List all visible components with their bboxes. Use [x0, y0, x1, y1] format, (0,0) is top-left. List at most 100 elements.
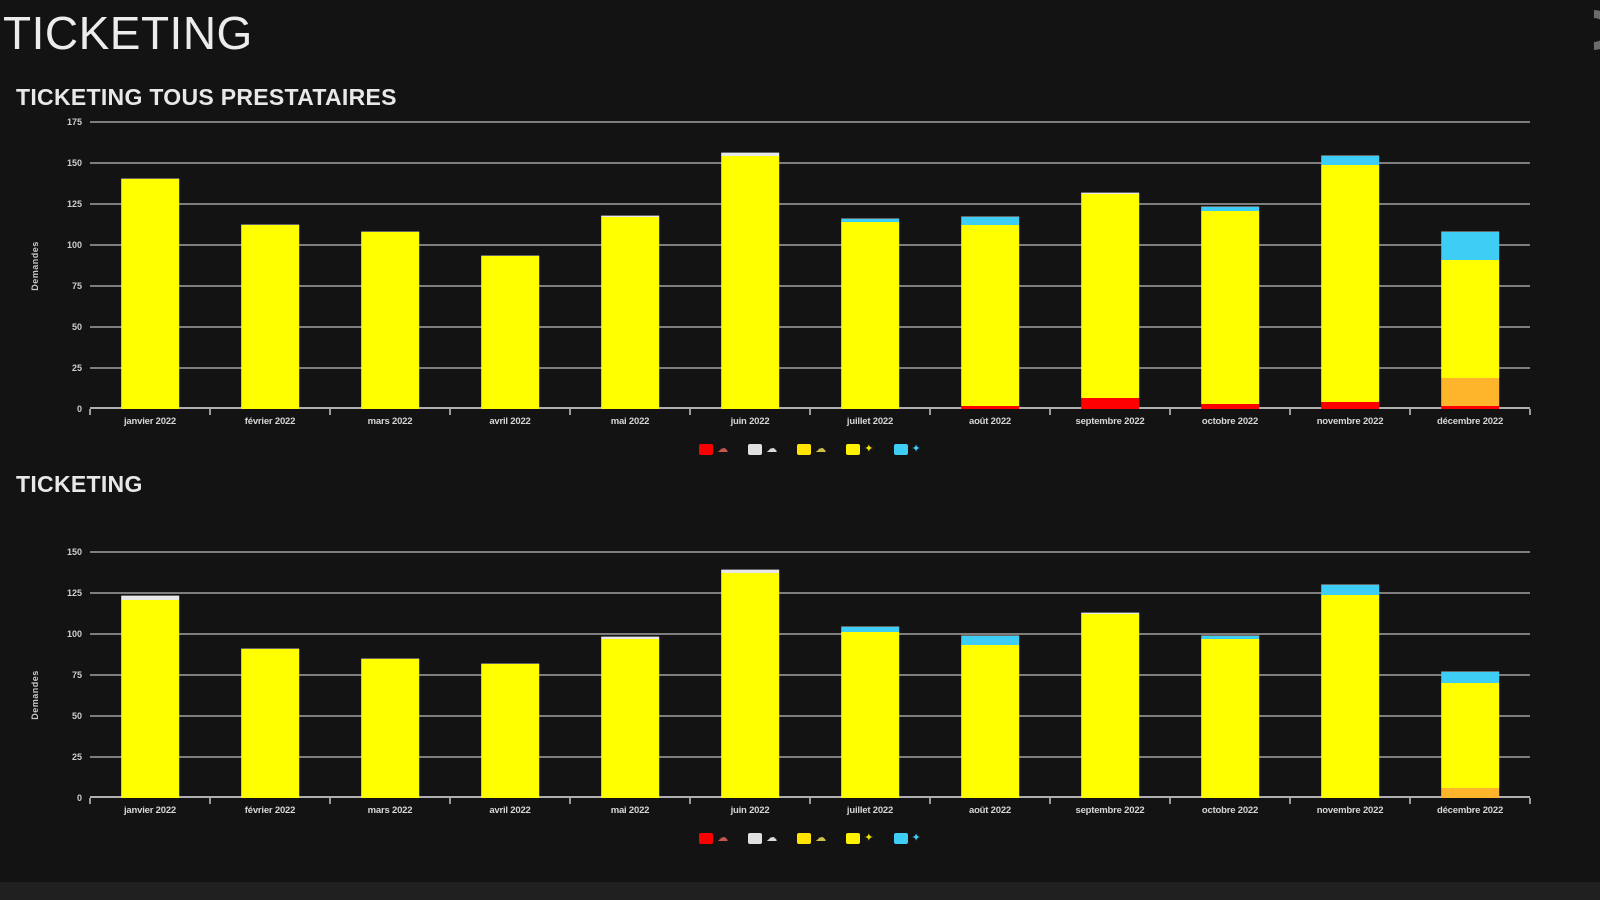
y-axis-label: Demandes	[30, 669, 40, 720]
bar-décembre-2022[interactable]	[1441, 230, 1499, 409]
x-tick-label: septembre 2022	[1075, 416, 1145, 427]
bar-segment-jaune	[961, 225, 1019, 406]
legend-color-swatch	[797, 832, 812, 844]
bar-segment-jaune	[721, 573, 779, 798]
bar-juillet-2022[interactable]	[841, 626, 899, 798]
x-tick-label: janvier 2022	[123, 805, 176, 816]
bar-novembre-2022[interactable]	[1321, 583, 1379, 798]
axis-tick	[1289, 409, 1291, 415]
bar-décembre-2022[interactable]	[1441, 670, 1499, 798]
bar-juin-2022[interactable]	[721, 569, 779, 798]
x-tick-label: avril 2022	[489, 805, 531, 816]
x-tick-label: juin 2022	[730, 805, 770, 816]
y-tick-label: 175	[66, 117, 82, 127]
axis-tick	[568, 409, 571, 415]
bar-segment-rouge	[1441, 405, 1499, 409]
legend-item[interactable]: ☁	[699, 831, 729, 844]
bar-avril-2022[interactable]	[481, 662, 539, 798]
gridline	[90, 407, 1530, 409]
bottom-bar	[0, 882, 1600, 900]
x-tick-label: février 2022	[244, 416, 296, 427]
bar-segment-jaune	[841, 632, 899, 798]
axis-tick	[809, 798, 811, 804]
bar-segment-blanc	[121, 596, 179, 600]
bar-segment-blanc	[1081, 192, 1139, 195]
y-tick-label: 75	[71, 670, 82, 680]
x-tick-label: août 2022	[968, 416, 1012, 427]
x-tick-label: mai 2022	[610, 805, 650, 816]
bar-mai-2022[interactable]	[601, 214, 659, 409]
bar-janvier-2022[interactable]	[121, 595, 179, 798]
chart-legend: ☁ ☁ ☁ ✦ ✦	[90, 830, 1530, 846]
bar-segment-cyan	[841, 218, 899, 223]
panel-title: TICKETING TOUS PRESTATAIRES	[16, 84, 397, 110]
bar-juin-2022[interactable]	[721, 152, 779, 409]
legend-item[interactable]: ☁	[748, 832, 777, 844]
legend-item[interactable]: ✦	[893, 832, 921, 844]
bar-slot	[1290, 552, 1410, 798]
bar-slot	[1050, 552, 1170, 798]
bar-segment-jaune	[1321, 594, 1379, 798]
legend-item[interactable]: ✦	[846, 443, 874, 455]
bar-mai-2022[interactable]	[601, 636, 659, 798]
bar-segment-orange	[1441, 788, 1499, 798]
bar-mars-2022[interactable]	[361, 657, 419, 798]
axis-tick	[568, 798, 571, 804]
x-tick-label: décembre 2022	[1436, 805, 1504, 816]
axis-tick	[1169, 798, 1171, 804]
plot-area[interactable]: Demandes 0 25 50 75 100 125 150	[30, 547, 1531, 804]
bar-segment-jaune	[1201, 638, 1259, 798]
bar-segment-rouge	[961, 405, 1019, 409]
bar-slot	[570, 552, 690, 798]
cloud-yellow-icon: ☁	[815, 442, 827, 455]
bar-novembre-2022[interactable]	[1321, 155, 1379, 409]
bar-juillet-2022[interactable]	[841, 217, 899, 409]
axis-tick	[449, 798, 451, 804]
legend-color-swatch	[748, 443, 763, 455]
axis-tick	[689, 798, 691, 804]
sun-yellow-icon: ✦	[864, 831, 874, 844]
x-axis-labels: janvier 2022 février 2022 mars 2022 avril 2…	[90, 805, 1530, 816]
axis-tick	[89, 798, 91, 804]
legend-item[interactable]: ☁	[699, 443, 728, 455]
bar-août-2022[interactable]	[961, 634, 1019, 798]
bar-février-2022[interactable]	[241, 224, 299, 409]
bar-slot	[1290, 122, 1410, 409]
bar-août-2022[interactable]	[961, 216, 1019, 409]
bar-segment-blanc	[1081, 612, 1139, 615]
x-tick-label: décembre 2022	[1436, 416, 1504, 427]
y-tick-label: 100	[66, 629, 82, 639]
bar-slot	[330, 552, 450, 798]
x-tick-label: janvier 2022	[123, 416, 176, 427]
axis-tick	[929, 798, 931, 804]
plot-area[interactable]: Demandes 0 25 50 75 100 125 150 175	[30, 117, 1531, 415]
page-header: TICKETING	[0, 0, 1600, 70]
bar-septembre-2022[interactable]	[1081, 191, 1139, 409]
x-tick-label: mars 2022	[367, 416, 413, 427]
legend-item[interactable]: ✦	[893, 443, 921, 455]
y-tick-label: 150	[66, 158, 82, 168]
bar-mars-2022[interactable]	[361, 230, 419, 409]
legend-item[interactable]: ☁	[748, 443, 777, 455]
legend-item[interactable]: ☁	[797, 442, 827, 455]
axis-tick	[809, 409, 811, 415]
bar-avril-2022[interactable]	[481, 255, 539, 409]
axis-tick	[1409, 409, 1411, 415]
axis-tick	[208, 409, 211, 415]
axis-tick	[1289, 798, 1291, 804]
y-tick-label: 125	[66, 588, 82, 598]
bar-septembre-2022[interactable]	[1081, 611, 1139, 798]
bar-slot	[930, 552, 1050, 798]
bar-février-2022[interactable]	[241, 647, 299, 798]
bar-slot	[330, 122, 450, 409]
cloud-red-icon: ☁	[717, 831, 729, 844]
y-tick-label: 125	[66, 199, 82, 209]
legend-item[interactable]: ☁	[797, 832, 826, 844]
bar-segment-cyan	[841, 627, 899, 633]
legend-item[interactable]: ✦	[846, 831, 874, 844]
bar-octobre-2022[interactable]	[1201, 206, 1259, 409]
axis-tick	[328, 798, 331, 804]
bar-octobre-2022[interactable]	[1201, 634, 1259, 798]
x-tick-label: juin 2022	[730, 416, 770, 427]
bar-janvier-2022[interactable]	[121, 178, 179, 409]
